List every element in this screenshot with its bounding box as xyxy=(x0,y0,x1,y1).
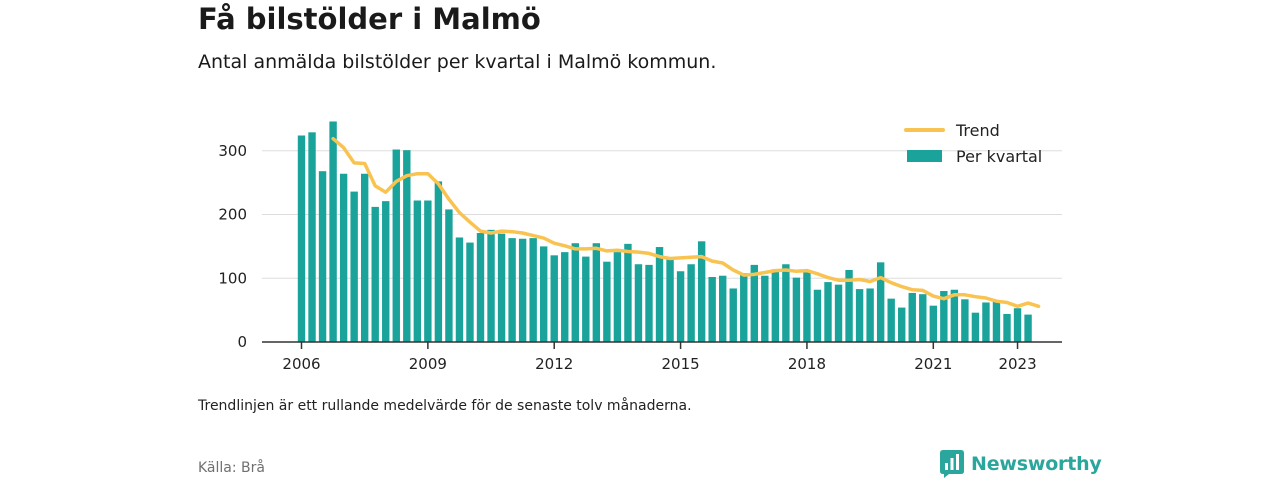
axes: 0 100 200 300 2006 2009 2012 2015 2018 2021 2023 xyxy=(218,142,1062,373)
x-tick-label: 2021 xyxy=(914,355,952,373)
legend-bars-swatch xyxy=(907,150,942,162)
bar xyxy=(487,229,495,342)
x-tick-label: 2018 xyxy=(788,355,826,373)
bar xyxy=(339,173,348,342)
trend-note: Trendlinjen är ett rullande medelvärde f… xyxy=(198,398,692,414)
legend-trend-label: Trend xyxy=(955,121,1000,140)
y-tick-label: 200 xyxy=(218,206,247,224)
x-tick-label: 2023 xyxy=(998,355,1036,373)
bar xyxy=(1003,313,1011,342)
bar xyxy=(518,238,527,342)
bar xyxy=(666,257,674,342)
bar xyxy=(940,291,948,342)
bar xyxy=(371,206,379,342)
bar xyxy=(908,292,916,342)
bar xyxy=(887,298,895,342)
bar xyxy=(855,289,864,342)
bar xyxy=(476,233,485,342)
bar xyxy=(1013,308,1022,342)
x-tick-label: 2015 xyxy=(661,355,699,373)
bar xyxy=(1024,314,1032,342)
source-label: Källa: Brå xyxy=(198,460,265,476)
bar xyxy=(719,275,727,342)
bar xyxy=(961,299,969,342)
trend-line xyxy=(331,136,1041,309)
bar xyxy=(919,294,927,342)
y-tick-label: 0 xyxy=(237,333,247,351)
bar xyxy=(529,238,537,342)
bar xyxy=(308,132,316,342)
x-tick-label: 2012 xyxy=(535,355,573,373)
bar xyxy=(645,264,653,342)
bar xyxy=(834,284,843,342)
bar xyxy=(424,200,432,342)
bar xyxy=(750,264,758,342)
bar xyxy=(413,200,422,342)
bar xyxy=(571,243,579,342)
bar xyxy=(360,173,369,342)
bar xyxy=(392,149,400,342)
bar xyxy=(561,252,569,342)
bar xyxy=(329,121,337,342)
bar xyxy=(592,243,601,342)
bar xyxy=(687,264,695,342)
bar xyxy=(992,301,1001,342)
bar xyxy=(697,241,706,342)
brand-logo: Newsworthy xyxy=(940,450,1102,478)
bar xyxy=(655,247,664,342)
x-tick-label: 2006 xyxy=(282,355,320,373)
y-tick-label: 100 xyxy=(218,269,247,287)
bar xyxy=(761,275,769,342)
newsworthy-logo-icon xyxy=(940,450,964,478)
chart-title: Få bilstölder i Malmö xyxy=(198,2,541,36)
bar xyxy=(403,150,411,342)
bar xyxy=(297,135,306,342)
bar xyxy=(792,277,801,342)
bar xyxy=(445,209,453,342)
bar xyxy=(803,271,811,342)
bar xyxy=(634,264,643,342)
legend: Trend Per kvartal xyxy=(904,121,1042,166)
bar xyxy=(729,288,737,342)
bar xyxy=(613,252,622,342)
x-tick-label: 2009 xyxy=(409,355,447,373)
bar xyxy=(550,255,558,342)
bar xyxy=(740,273,748,342)
bar xyxy=(982,302,990,342)
bar xyxy=(950,289,959,342)
bar xyxy=(929,305,937,342)
bar xyxy=(508,238,516,342)
bar xyxy=(876,262,885,342)
bar xyxy=(782,264,790,342)
chart-subtitle: Antal anmälda bilstölder per kvartal i M… xyxy=(198,51,717,73)
bar xyxy=(771,269,780,342)
bar xyxy=(455,237,464,342)
bar xyxy=(466,242,474,342)
brand-name: Newsworthy xyxy=(971,453,1102,475)
trend-layer xyxy=(331,136,1041,309)
bar xyxy=(845,269,853,342)
bar xyxy=(624,243,632,342)
y-tick-label: 300 xyxy=(218,142,247,160)
bar xyxy=(350,191,358,342)
bar xyxy=(824,282,832,342)
bar xyxy=(708,276,716,342)
bar xyxy=(676,271,685,342)
bar-chart: 0 100 200 300 2006 2009 2012 2015 2018 2021 2023 T… xyxy=(218,121,1062,373)
bar xyxy=(539,246,548,342)
bar xyxy=(603,261,611,342)
legend-bars-label: Per kvartal xyxy=(956,147,1042,166)
bar xyxy=(318,171,327,342)
bar xyxy=(382,201,390,342)
bar xyxy=(434,181,443,342)
bar xyxy=(866,288,874,342)
bar xyxy=(497,233,506,342)
bar xyxy=(582,256,590,342)
bars xyxy=(297,121,1032,342)
bar xyxy=(971,312,980,342)
bar xyxy=(813,289,822,342)
bar xyxy=(898,307,906,342)
